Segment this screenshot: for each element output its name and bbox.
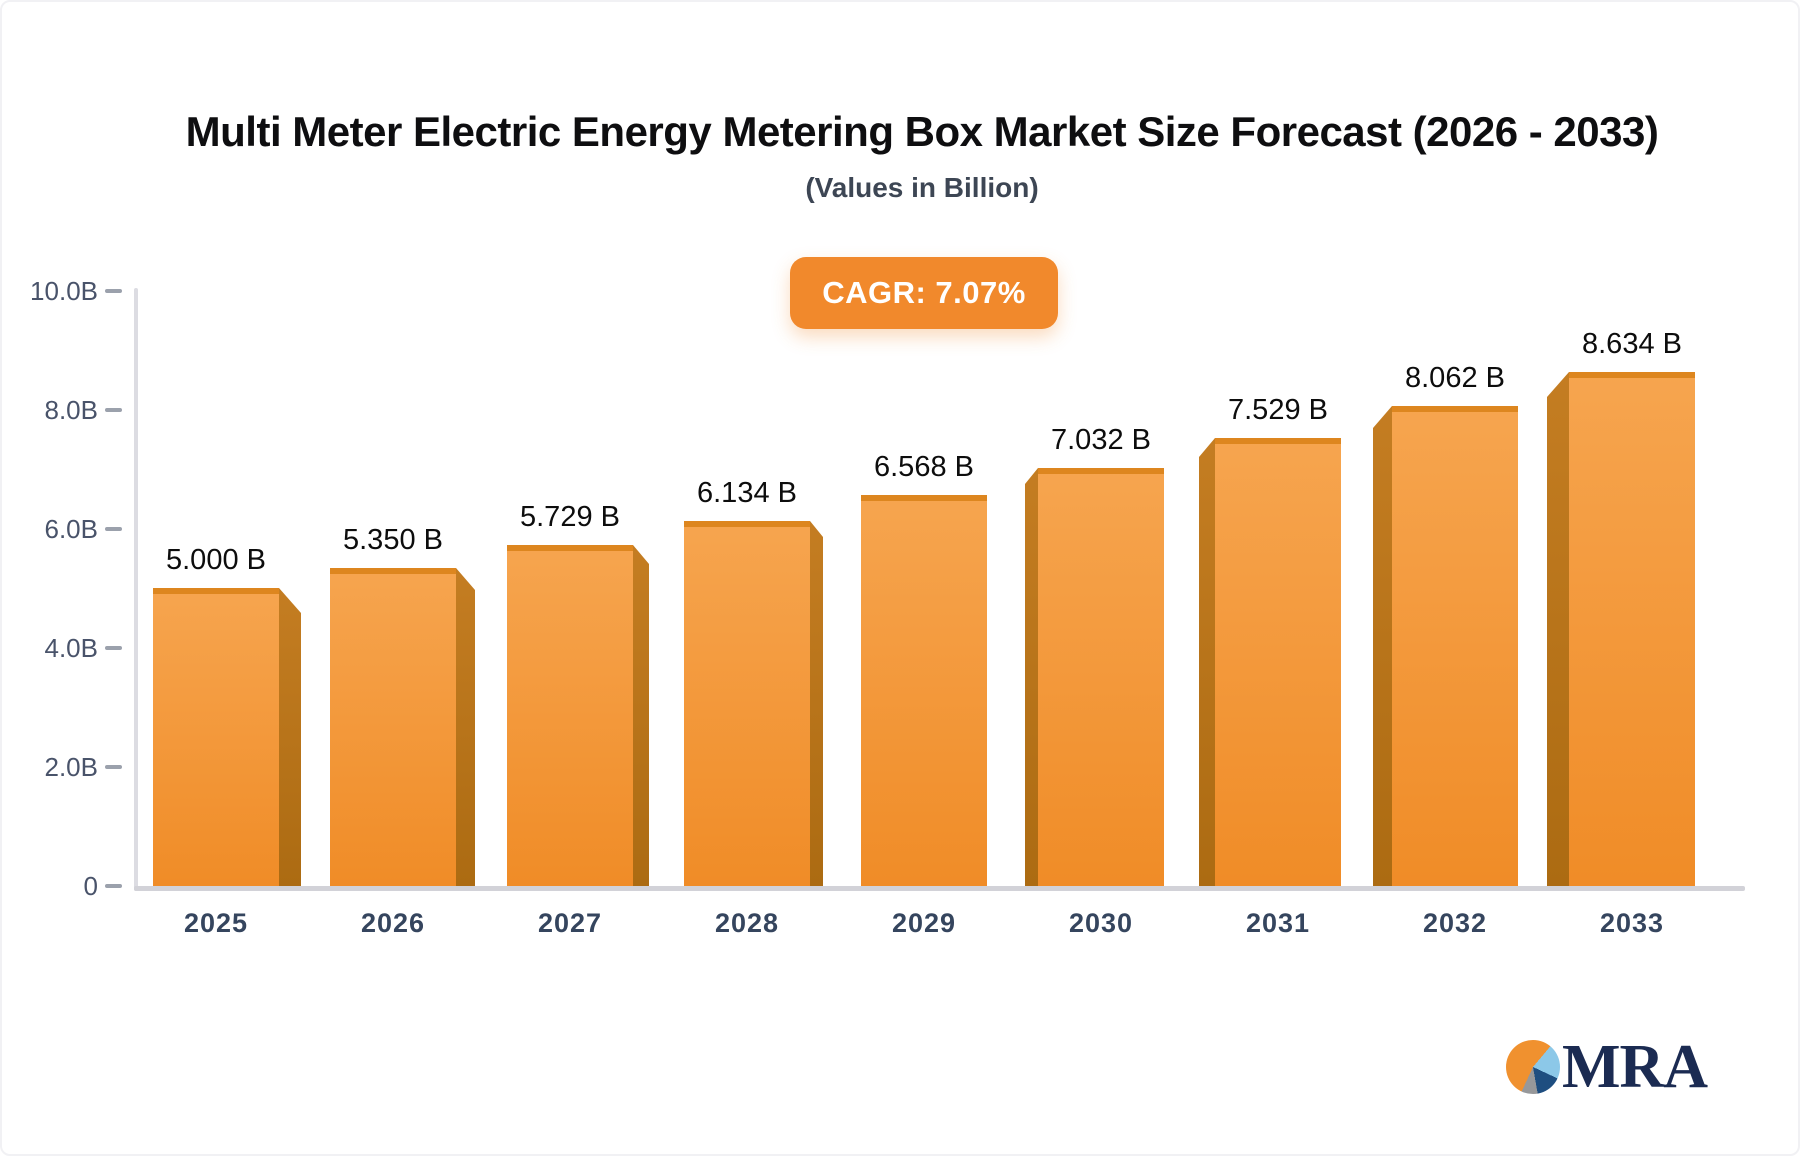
bar-value-label: 6.134 B: [697, 477, 797, 509]
bar-side-2030: [1025, 468, 1038, 886]
bar-value-label: 7.032 B: [1051, 424, 1151, 456]
bar-top-edge: [861, 495, 987, 501]
bar-side-2026: [456, 568, 475, 886]
y-tick-mark: [105, 527, 122, 531]
y-tick-label: 4.0B: [44, 633, 99, 663]
y-tick-mark: [105, 765, 122, 769]
x-tick-label: 2025: [183, 908, 249, 938]
chart-header: Multi Meter Electric Energy Metering Box…: [52, 2, 1792, 204]
bar-top-edge: [1392, 406, 1518, 412]
bar-2030: [1038, 468, 1164, 886]
bar-side-2031: [1199, 438, 1215, 886]
bar-top-edge: [684, 521, 810, 527]
y-tick-label: 2.0B: [44, 752, 99, 782]
brand-logo: MRA: [1506, 1033, 1708, 1101]
bar-2031: [1215, 438, 1341, 886]
logo-pie-icon: [1506, 1040, 1560, 1094]
x-tick-label: 2030: [1068, 908, 1134, 938]
x-tick-label: 2028: [714, 908, 780, 938]
y-tick-label: 8.0B: [44, 395, 99, 425]
chart-subtitle: (Values in Billion): [805, 172, 1039, 203]
x-tick-label: 2029: [891, 908, 957, 938]
bar-top-edge: [330, 568, 456, 574]
x-tick-label: 2027: [537, 908, 603, 938]
bar-value-label: 6.568 B: [874, 451, 974, 483]
y-tick-label: 6.0B: [44, 514, 99, 544]
logo-text: MRA: [1562, 1033, 1708, 1101]
y-tick-mark: [105, 289, 122, 293]
bar-2028: [684, 521, 810, 886]
bar-top-edge: [507, 545, 633, 551]
bar-2033: [1569, 372, 1695, 886]
bar-side-2033: [1547, 372, 1569, 886]
bar-value-label: 5.729 B: [520, 501, 620, 533]
y-tick-label: 0: [83, 871, 98, 901]
bar-value-label: 5.000 B: [166, 544, 266, 576]
x-tick-label: 2032: [1422, 908, 1488, 938]
y-axis-line: [134, 288, 138, 891]
bar-value-label: 8.634 B: [1582, 328, 1682, 360]
bar-value-label: 8.062 B: [1405, 362, 1505, 394]
y-tick-mark: [105, 408, 122, 412]
x-tick-label: 2026: [360, 908, 426, 938]
bar-2029: [861, 495, 987, 886]
bar-top-edge: [1569, 372, 1695, 378]
bar-side-2028: [810, 521, 823, 886]
y-tick-label: 10.0B: [30, 276, 98, 306]
x-axis-line: [134, 886, 1745, 891]
bar-side-2025: [279, 588, 301, 886]
bar-top-edge: [153, 588, 279, 594]
page-title: Multi Meter Electric Energy Metering Box…: [185, 108, 1659, 155]
x-tick-label: 2033: [1599, 908, 1665, 938]
bar-2027: [507, 545, 633, 886]
bar-side-2027: [633, 545, 649, 886]
cagr-badge-label: CAGR: 7.07%: [822, 275, 1026, 310]
bar-value-label: 7.529 B: [1228, 394, 1328, 426]
bar-side-2032: [1373, 406, 1392, 886]
cagr-badge: CAGR: 7.07%: [790, 257, 1058, 329]
y-tick-mark: [105, 646, 122, 650]
y-tick-mark: [105, 884, 122, 888]
bar-top-edge: [1215, 438, 1341, 444]
bar-2032: [1392, 406, 1518, 886]
bar-2025: [153, 588, 279, 886]
bar-2026: [330, 568, 456, 886]
x-tick-label: 2031: [1245, 908, 1311, 938]
bar-top-edge: [1038, 468, 1164, 474]
bar-value-label: 5.350 B: [343, 524, 443, 556]
